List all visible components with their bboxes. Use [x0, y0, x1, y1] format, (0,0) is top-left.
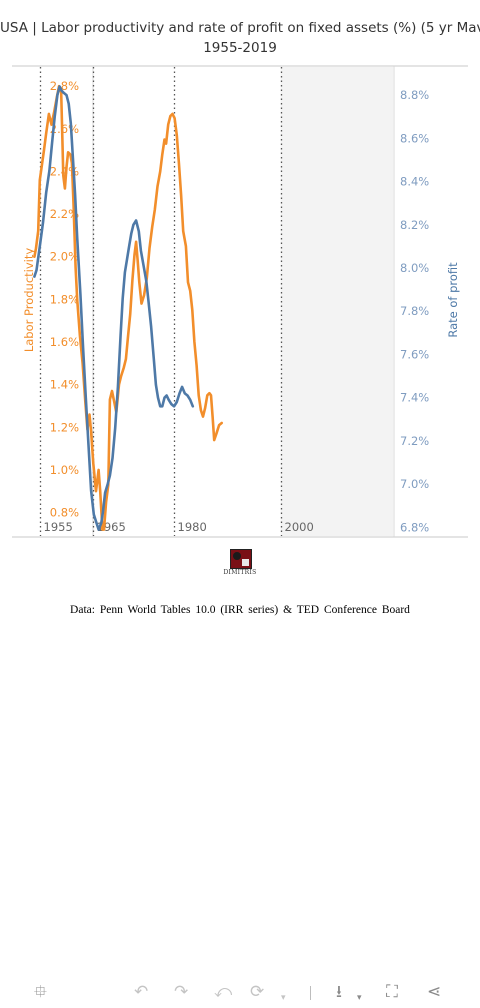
right-tick-label: 7.2%	[400, 434, 429, 448]
move-icon[interactable]: ⯐	[34, 982, 47, 1002]
x-tick-label-1980: 1980	[178, 520, 207, 534]
left-tick-label: 0.8%	[50, 506, 79, 520]
revert-icon[interactable]: ⤺	[214, 982, 233, 1002]
refresh-dropdown-icon[interactable]: ▾	[281, 993, 286, 1003]
right-axis-label: Rate of profit	[446, 262, 460, 338]
x-tick-label-2000: 2000	[285, 520, 314, 534]
share-icon[interactable]: ⋖	[427, 982, 442, 1002]
logo-text: DIMITRIS	[223, 569, 257, 576]
right-tick-labels: 6.8% 7.0% 7.2% 7.4% 7.6% 7.8% 8.0% 8.2% 8.4% 8.6%…	[400, 88, 429, 534]
x-tick-label-1955: 1955	[44, 520, 73, 534]
redo-icon[interactable]: ↷	[174, 982, 189, 1002]
left-tick-label: 2.2%	[50, 207, 79, 221]
right-tick-label: 8.0%	[400, 261, 429, 275]
right-tick-label: 7.6%	[400, 347, 429, 361]
right-tick-label: 8.2%	[400, 218, 429, 232]
left-tick-label: 1.6%	[50, 335, 79, 349]
left-tick-label: 2.8%	[50, 79, 79, 93]
chart-canvas: 1955 1965 1980 2000 0.8%1.0%1.2%1.4%1.6%1.8…	[12, 65, 468, 538]
dimitris-logo: DIMITRIS	[222, 549, 258, 579]
shaded-region	[280, 67, 393, 536]
left-tick-label: 2.0%	[50, 250, 79, 264]
right-tick-label: 6.8%	[400, 520, 429, 534]
right-tick-label: 8.6%	[400, 131, 429, 145]
left-tick-label: 1.4%	[50, 378, 79, 392]
chart-title-block: USA | Labor productivity and rate of pro…	[0, 18, 480, 58]
data-source-note: Data: Penn World Tables 10.0 (IRR series…	[70, 604, 410, 616]
series-line-labor-productivity	[33, 84, 223, 531]
right-tick-label: 8.4%	[400, 175, 429, 189]
chart-title: USA | Labor productivity and rate of pro…	[0, 20, 480, 36]
left-tick-label: 1.8%	[50, 292, 79, 306]
right-tick-label: 7.8%	[400, 304, 429, 318]
refresh-icon[interactable]: ⟳	[250, 982, 265, 1002]
download-dropdown-icon[interactable]: ▾	[357, 993, 362, 1003]
right-tick-label: 7.4%	[400, 391, 429, 405]
series-line-rate-of-profit	[33, 85, 195, 531]
viz-toolbar: ⯐ ↶ ↷ ⤺ ⟳ ▾ ⭳ ▾ ⛶ ⋖	[0, 978, 480, 1007]
x-tick-labels: 1955 1965 1980 2000	[44, 520, 314, 534]
left-tick-labels: 0.8%1.0%1.2%1.4%1.6%1.8%2.0%2.2%2.4%2.6%…	[50, 79, 79, 519]
left-tick-label: 1.2%	[50, 420, 79, 434]
undo-icon[interactable]: ↶	[134, 982, 149, 1002]
fullscreen-icon[interactable]: ⛶	[386, 982, 398, 1002]
right-tick-label: 8.8%	[400, 88, 429, 102]
right-tick-label: 7.0%	[400, 477, 429, 491]
logo-mark	[230, 549, 252, 569]
reference-lines	[39, 67, 283, 536]
toolbar-separator	[310, 986, 311, 1000]
left-tick-label: 1.0%	[50, 463, 79, 477]
chart-subtitle: 1955-2019	[203, 40, 277, 56]
download-icon[interactable]: ⭳	[336, 982, 342, 1002]
left-axis-label: Labor Productivity	[22, 248, 36, 353]
